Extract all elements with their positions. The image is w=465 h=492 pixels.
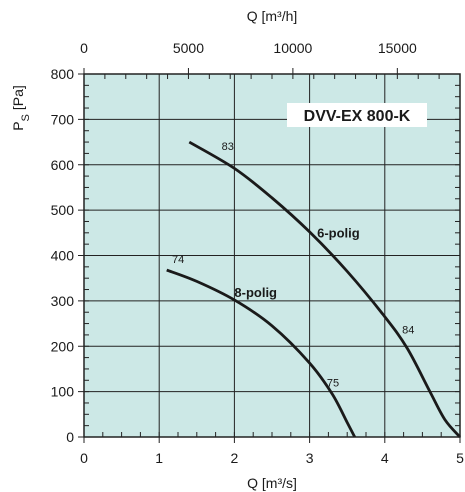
x-tick-label: 0: [80, 450, 88, 466]
curve-6-polig: [188, 140, 462, 438]
y-tick-label: 500: [51, 202, 75, 218]
y-tick-label: 200: [51, 338, 75, 354]
y-tick-label: 400: [51, 248, 75, 264]
point-annotations: 83 74 84 75: [172, 141, 414, 390]
point-annotation: 75: [327, 378, 339, 390]
chart-title-background: [287, 103, 427, 127]
point-annotation: 84: [402, 325, 414, 337]
x2-tick-label: 15000: [378, 40, 417, 56]
y-axis-title-sub: S: [20, 114, 32, 121]
x2-axis-title: Q [m³/h]: [247, 8, 298, 24]
performance-curves: [166, 140, 462, 438]
curve-label-6-polig: 6-polig: [317, 225, 360, 240]
x2-tick-label: 5000: [173, 40, 204, 56]
curve-8-polig: [166, 268, 356, 438]
y-tick-label: 100: [51, 384, 75, 400]
x-tick-label: 3: [306, 450, 314, 466]
x-axis-tick-labels: 0 1 2 3 4 5: [80, 450, 464, 466]
curve-labels: 6-polig 8-polig: [234, 225, 359, 300]
x-tick-label: 2: [231, 450, 239, 466]
x2-tick-label: 10000: [273, 40, 312, 56]
y-axis-title: PS [Pa]: [10, 85, 32, 131]
curve-label-8-polig: 8-polig: [234, 285, 277, 300]
x-tick-label: 1: [155, 450, 163, 466]
y-tick-label: 600: [51, 157, 75, 173]
point-annotation: 74: [172, 254, 184, 266]
x-tick-label: 5: [456, 450, 464, 466]
svg-text:PS[Pa]: PS [Pa]: [10, 85, 32, 131]
y-axis-tick-labels: 0 100 200 300 400 500 600 700 800: [51, 66, 75, 445]
x-tick-label: 4: [381, 450, 389, 466]
plot-border: [83, 73, 461, 438]
chart-title: DVV-EX 800-K: [304, 108, 411, 125]
y-tick-label: 800: [51, 66, 75, 82]
point-annotation: 83: [222, 141, 234, 153]
x2-axis-tick-labels: 0 5000 10000 15000: [80, 40, 417, 56]
y-axis-title-main: P: [10, 121, 26, 130]
x-axis-title: Q [m³/s]: [247, 475, 297, 491]
y-tick-label: 300: [51, 293, 75, 309]
y-tick-label: 700: [51, 111, 75, 127]
x2-tick-label: 0: [80, 40, 88, 56]
y-axis-title-unit: [Pa]: [10, 85, 26, 110]
y-tick-label: 0: [66, 429, 74, 445]
